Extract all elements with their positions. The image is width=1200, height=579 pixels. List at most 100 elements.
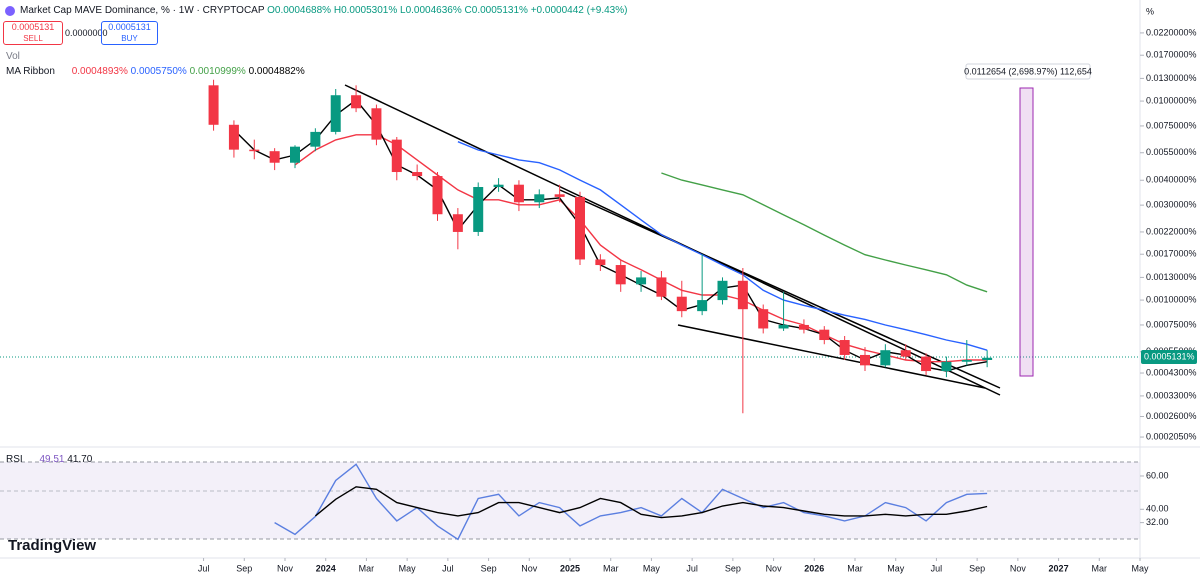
y-tick-label: 0.0170000% [1146, 50, 1197, 60]
candle-body [758, 309, 769, 329]
candle-body [860, 354, 870, 366]
ma-value: 0.0005750% [130, 66, 187, 77]
ohlc-close: C0.0005131% [464, 5, 528, 16]
rsi-y-tick-label: 60.00 [1146, 470, 1169, 480]
spread: 0.0000000 [65, 28, 108, 38]
x-tick-label: Jul [931, 563, 943, 573]
y-tick-label: 0.0017000% [1146, 249, 1197, 259]
y-tick-label: 0.0013000% [1146, 272, 1197, 282]
trendline [677, 324, 986, 389]
x-tick-label: May [887, 563, 905, 573]
candle-body [941, 361, 952, 372]
candle-body [330, 95, 341, 132]
measure-label-box [965, 63, 1091, 80]
logo: TradingView [8, 537, 97, 554]
x-tick-label: May [643, 563, 661, 573]
rsi-value: 49.51 [39, 454, 65, 465]
candle-body [921, 356, 932, 372]
ma-legend: MA Ribbon 0.0004893% 0.0005750% 0.001099… [6, 66, 305, 77]
x-tick-label: Mar [847, 563, 863, 573]
candle-body [269, 151, 280, 163]
symbol-icon [5, 6, 15, 16]
y-tick-label: 0.0075000% [1146, 120, 1197, 130]
x-tick-label: Nov [766, 563, 783, 573]
candle-body [880, 350, 891, 366]
x-tick-label: 2025 [560, 563, 580, 573]
x-tick-label: Jul [442, 563, 454, 573]
ohlc-open: O0.0004688% [267, 5, 332, 16]
sell-button[interactable]: 0.0005131 SELL [3, 21, 63, 45]
x-tick-label: Sep [969, 563, 985, 573]
candle-body [819, 329, 830, 341]
x-tick-label: 2026 [804, 563, 824, 573]
candle-body [717, 280, 728, 301]
ohlc-change: +0.0000442 (+9.43%) [530, 5, 628, 16]
x-tick-label: Sep [481, 563, 497, 573]
buy-button[interactable]: 0.0005131 BUY [101, 21, 158, 45]
ma-label: MA Ribbon [6, 66, 55, 77]
x-tick-label: 2024 [316, 563, 336, 573]
candle-body [595, 259, 606, 266]
candle-body [493, 184, 504, 188]
rsi-label: RSI [6, 454, 23, 465]
x-tick-label: Sep [725, 563, 741, 573]
candle-body [228, 124, 239, 150]
y-tick-label: 0.0220000% [1146, 27, 1197, 37]
ma-value: 0.0004882% [248, 66, 305, 77]
candle-body [554, 194, 565, 197]
line-series [233, 99, 988, 372]
candle-body [737, 280, 748, 310]
y-tick-label: 0.0003300% [1146, 390, 1197, 400]
candle-body [351, 95, 362, 109]
candle-body [676, 296, 687, 312]
y-tick-label: 0.0055000% [1146, 147, 1197, 157]
x-tick-label: May [399, 563, 417, 573]
line-series [457, 141, 988, 351]
x-tick-label: Nov [1010, 563, 1027, 573]
candle-body [839, 340, 850, 355]
y-tick-label: 0.0007500% [1146, 319, 1197, 329]
candle-body [371, 108, 382, 140]
candle-body [473, 187, 484, 232]
candle-body [412, 172, 423, 177]
candle-body [391, 139, 402, 173]
measure-label: 0.0112654 (2,698.97%) 112,654 [964, 66, 1092, 76]
line-series [294, 134, 988, 363]
y-tick-label: 0.0030000% [1146, 200, 1197, 210]
y-tick-label: 0.0004300% [1146, 367, 1197, 377]
candle-body [249, 149, 260, 152]
line-series [661, 172, 988, 293]
y-tick-label: 0.0100000% [1146, 95, 1197, 105]
y-tick-label: 0.0002600% [1146, 411, 1197, 421]
candle-body [798, 324, 809, 330]
price-tag-box [1141, 350, 1197, 364]
x-tick-label: Mar [359, 563, 375, 573]
buy-price: 0.0005131 [108, 22, 151, 32]
x-tick-label: Mar [603, 563, 619, 573]
candle-body [432, 176, 443, 215]
candle-body [208, 85, 219, 125]
sell-price: 0.0005131 [11, 22, 55, 32]
y-tick-label: 0.0040000% [1146, 175, 1197, 185]
y-tick-label: 0.0022000% [1146, 226, 1197, 236]
buy-label: BUY [121, 34, 138, 43]
vol-label: Vol [6, 51, 20, 62]
x-tick-label: Jul [686, 563, 698, 573]
line-series [314, 486, 988, 519]
candle-body [452, 214, 463, 232]
line-series [274, 463, 988, 541]
candle-body [575, 196, 585, 260]
x-tick-label: Nov [521, 563, 538, 573]
measure-range [1019, 87, 1034, 377]
x-tick-label: Mar [1092, 563, 1108, 573]
candle-body [615, 265, 626, 285]
candle-body [513, 184, 524, 203]
candle-body [961, 359, 972, 362]
rsi-y-tick-label: 40.00 [1146, 504, 1169, 514]
candle-body [534, 194, 545, 203]
rsi-y-tick-label: 32.00 [1146, 517, 1169, 527]
rsi-band [0, 462, 1140, 539]
rsi-ma-value: 41.70 [67, 454, 93, 465]
